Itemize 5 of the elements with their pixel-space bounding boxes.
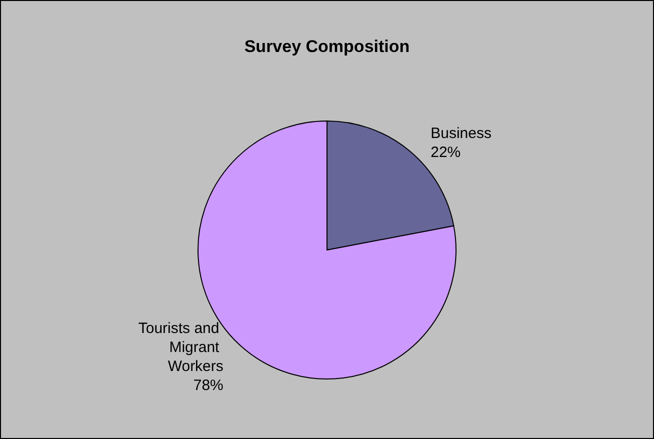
chart-title: Survey Composition <box>244 37 410 56</box>
data-label: 78% <box>193 377 224 394</box>
data-label: 22% <box>430 144 461 161</box>
slice-label: Tourists and Migrant Workers <box>138 320 224 376</box>
slice-label: Business <box>430 124 492 142</box>
